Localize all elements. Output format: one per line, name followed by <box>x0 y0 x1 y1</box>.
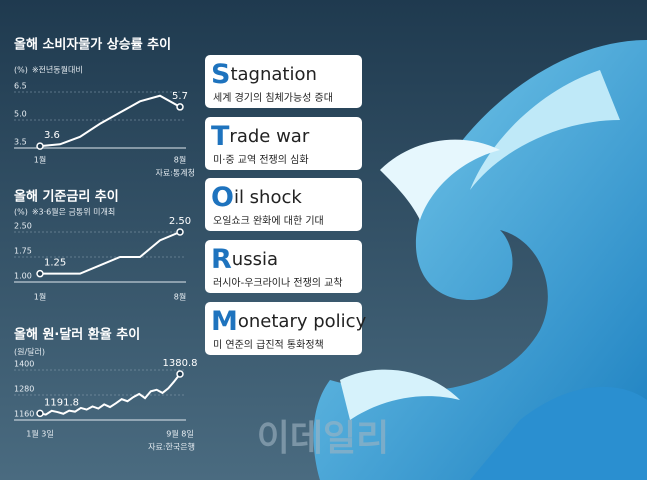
card-box <box>205 302 362 355</box>
y-tick-label: 3.5 <box>14 138 27 147</box>
card-desc: 미 연준의 급진적 통화정책 <box>213 339 324 351</box>
card-box <box>205 240 362 293</box>
y-axis-unit: (%) <box>14 66 28 75</box>
x-tick-label: 1월 3일 <box>26 429 53 439</box>
card-rest: ussia <box>232 249 278 270</box>
y-axis-unit: (%) <box>14 208 28 217</box>
card: Monetary policy 미 연준의 급진적 통화정책 <box>205 302 367 355</box>
value-label: 3.6 <box>44 130 60 141</box>
x-tick-label: 8월 <box>174 292 186 302</box>
x-tick-label: 1월 <box>34 292 46 302</box>
value-label: 5.7 <box>172 91 188 102</box>
y-tick-label: 1160 <box>14 410 34 419</box>
card-desc: 오일쇼크 완화에 대한 기대 <box>213 215 324 227</box>
note: ※3·6월은 금통위 미개최 <box>32 207 115 217</box>
card-box <box>205 117 362 170</box>
card-initial: M <box>211 306 238 337</box>
point <box>36 269 44 278</box>
x-tick-label: 9월 8일 <box>166 429 193 439</box>
wave <box>313 40 647 480</box>
chart-title: 올해 소비자물가 상승률 추이 <box>14 37 171 53</box>
card-rest: onetary policy <box>238 311 367 332</box>
y-tick-label: 2.50 <box>14 222 32 231</box>
card-heading: Stagnation <box>211 59 317 90</box>
point <box>176 370 184 378</box>
data-line <box>40 231 181 275</box>
card: Russia 러시아-우크라이나 전쟁의 교착 <box>205 240 362 293</box>
card-desc: 세계 경기의 침체가능성 증대 <box>213 91 333 104</box>
point <box>176 103 184 111</box>
source: 자료:통계청 <box>156 168 196 178</box>
card-box <box>205 55 362 108</box>
value-label: 2.50 <box>169 216 191 227</box>
point <box>36 142 44 150</box>
card-rest: il shock <box>234 187 302 208</box>
watermark: 이데일리 <box>257 418 389 459</box>
value-label: 1380.8 <box>163 358 198 369</box>
card: Trade war 미·중 교역 전쟁의 심화 <box>205 117 362 170</box>
y-tick-label: 5.0 <box>14 110 27 119</box>
card-box <box>205 178 362 231</box>
card-heading: Monetary policy <box>211 306 367 337</box>
card-heading: Trade war <box>211 121 310 152</box>
note: ※전년동월대비 <box>32 65 83 75</box>
card-rest: tagnation <box>230 64 316 85</box>
card-initial: O <box>211 182 234 213</box>
value-label: 1.25 <box>44 258 66 269</box>
y-tick-label: 1280 <box>14 385 34 394</box>
y-tick-label: 1400 <box>14 360 34 369</box>
card-initial: S <box>211 59 230 90</box>
card-rest: rade war <box>229 126 309 147</box>
card-heading: Oil shock <box>211 182 302 213</box>
data-line <box>39 94 181 148</box>
chart-title: 올해 기준금리 추이 <box>14 189 119 205</box>
card: Oil shock 오일쇼크 완화에 대한 기대 <box>205 178 362 231</box>
y-axis-unit: (원/달러) <box>14 348 45 357</box>
card-heading: Russia <box>211 244 278 275</box>
y-tick-label: 6.5 <box>14 82 27 91</box>
y-tick-label: 1.75 <box>14 247 32 256</box>
x-tick-label: 8월 <box>174 155 186 165</box>
source: 자료:한국은행 <box>148 442 195 452</box>
card-desc: 미·중 교역 전쟁의 심화 <box>213 154 309 166</box>
data-line <box>39 373 181 416</box>
point <box>36 409 44 418</box>
card-desc: 러시아-우크라이나 전쟁의 교착 <box>213 277 343 289</box>
card-initial: T <box>211 121 230 152</box>
y-tick-label: 1.00 <box>14 272 32 281</box>
point <box>176 228 184 236</box>
value-label: 1191.8 <box>44 397 79 408</box>
card-initial: R <box>211 244 232 275</box>
x-tick-label: 1월 <box>34 155 46 165</box>
chart-title: 올해 원·달러 환율 추이 <box>14 327 140 343</box>
